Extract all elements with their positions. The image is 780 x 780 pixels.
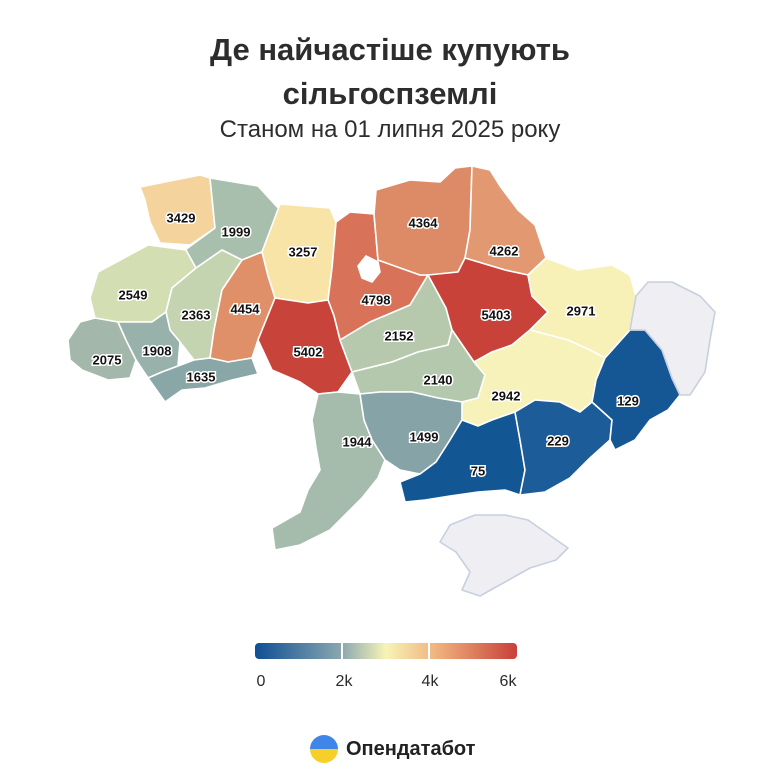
legend-separator [428,643,430,659]
legend-tick-6k: 6k [499,673,517,690]
region-value-khmelnytskyi: 4454 [231,301,261,316]
kyiv-city [357,255,381,283]
region-value-zakarpattia: 2075 [93,352,122,367]
brand: Опендатабот [310,733,475,765]
region-value-ternopil: 2363 [182,307,211,322]
region-chernivtsi[interactable] [147,357,259,403]
region-value-cherkasy: 2152 [385,328,414,343]
region-value-kyiv: 4798 [362,292,391,307]
legend-tick-0: 0 [256,673,266,690]
legend-tick-4k: 4k [421,673,439,690]
region-value-odesa: 1944 [343,434,373,449]
brand-name: Опендатабот [346,737,476,760]
region-value-donetsk: 129 [617,393,639,408]
region-value-kharkiv: 2971 [567,303,596,318]
region-volyn[interactable] [139,174,216,246]
legend-gradient-bar [255,643,517,659]
color-legend [255,643,517,661]
region-value-dnipropetrovsk: 2942 [492,388,521,403]
legend-separator [341,643,343,659]
region-zaporizhzhia[interactable] [514,399,613,496]
region-value-labels: 3429 1999 3257 4798 4364 4262 2549 2363 4454 5402… [91,209,640,480]
title-line-2: сільгоспземлі [282,76,498,111]
region-kherson[interactable] [399,411,526,503]
region-value-kherson: 75 [471,463,485,478]
region-vinnytsia[interactable] [257,297,353,395]
region-value-volyn: 3429 [167,210,196,225]
legend-tick-2k: 2k [335,673,353,690]
region-value-kirovohrad: 2140 [424,372,453,387]
region-value-ivano-frankivsk: 1908 [143,343,172,358]
region-sumy[interactable] [464,165,547,276]
region-value-lviv: 2549 [119,287,148,302]
region-value-vinnytsia: 5402 [294,344,323,359]
page-subtitle: Станом на 01 липня 2025 року [219,116,561,143]
opendatabot-logo-icon [310,735,338,763]
region-value-rivne: 1999 [222,224,251,239]
region-value-sumy: 4262 [490,243,519,258]
region-value-zaporizhzhia: 229 [547,433,569,448]
region-luhansk[interactable] [629,281,716,396]
region-crimea[interactable] [439,514,569,597]
region-value-poltava: 5403 [482,307,511,322]
title-line-1: Де найчастіше купують [210,32,570,67]
region-value-mykolaiv: 1499 [410,429,439,444]
region-value-zhytomyr: 3257 [289,244,318,259]
region-value-chernihiv: 4364 [409,215,439,230]
region-value-chernivtsi: 1635 [187,369,216,384]
page-title: Де найчастіше купують сільгоспземлі [0,28,780,116]
